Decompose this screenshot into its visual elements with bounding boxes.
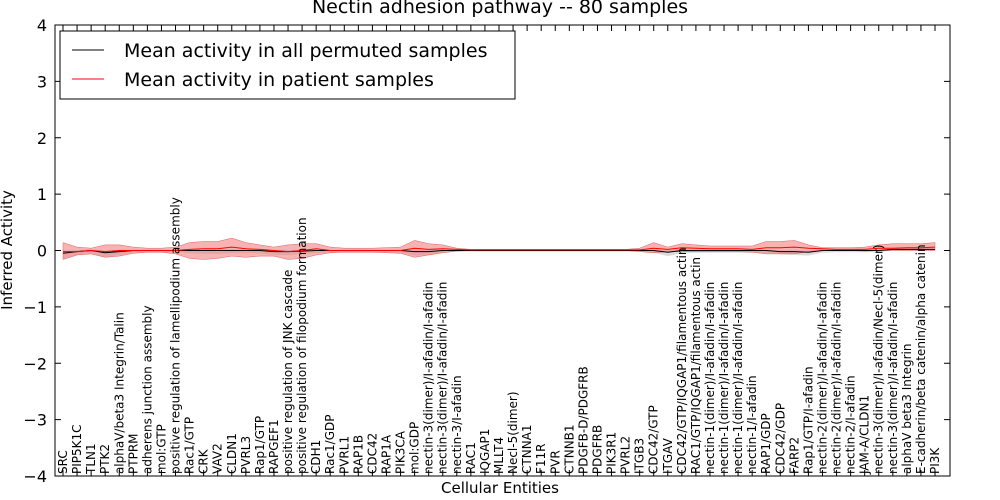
y-tick-label: −3 <box>23 411 47 430</box>
x-axis: SRC PIP5K1C TLN1 PTK2 alphaV/beta3 Integrin/… <box>56 25 942 476</box>
x-tick-label: PIK3CA <box>394 430 408 474</box>
x-tick-label: PVR <box>548 450 562 474</box>
x-tick-label: PI3K <box>928 447 942 474</box>
x-tick-label: nectin-1(dimer)/I-afadin/I-afadin <box>717 282 731 474</box>
x-axis-label: Cellular Entities <box>441 479 559 497</box>
y-tick-label: 4 <box>37 16 47 35</box>
x-tick-label: PVRL3 <box>239 436 253 474</box>
y-tick-label: 0 <box>37 242 47 261</box>
x-tick-label: CLDN1 <box>225 433 239 474</box>
x-tick-label: nectin-2(dimer)/I-afadin/I-afadin <box>830 282 844 474</box>
x-tick-label: nectin-2/I-afadin <box>844 375 858 474</box>
x-tick-label: nectin-1(dimer)/I-afadin/I-afadin <box>731 282 745 474</box>
x-tick-label: nectin-3(dimer)/I-afadin/I-afadin <box>886 282 900 474</box>
x-tick-label: positive regulation of JNK cascade <box>281 270 295 474</box>
x-tick-label: PDGFB-D/PDGFRB <box>576 366 590 474</box>
x-tick-label: nectin-1/I-afadin <box>745 375 759 474</box>
y-tick-label: 3 <box>37 72 47 91</box>
x-tick-label: CDC42/GDP <box>773 403 787 474</box>
x-tick-label: PVRL1 <box>337 436 351 474</box>
x-tick-label: CTNNA1 <box>520 424 534 474</box>
x-tick-label: E-cadherin/beta catenin/alpha catenin <box>914 244 928 474</box>
x-tick-label: nectin-3(dimer)/I-afadin/I-afadin <box>422 282 436 474</box>
y-tick-label: −1 <box>23 298 47 317</box>
x-tick-label: mol:GTP <box>155 424 169 474</box>
legend-label-patient: Mean activity in patient samples <box>124 69 434 91</box>
x-tick-label: VAV2 <box>211 443 225 474</box>
x-tick-label: ITGAV <box>661 437 675 474</box>
x-tick-label: RAPGEF1 <box>267 419 281 474</box>
x-tick-label: alphaV beta3 Integrin <box>900 343 914 474</box>
y-axis-label: Inferred Activity <box>0 190 16 310</box>
x-tick-label: mol:GDP <box>408 422 422 474</box>
x-tick-label: Rap1/GTP <box>253 416 267 474</box>
y-tick-label: 1 <box>37 185 47 204</box>
series-line-permuted <box>62 248 935 254</box>
x-tick-label: Rac1/GDP <box>323 414 337 473</box>
x-tick-label: PIP5K1C <box>70 425 84 475</box>
x-tick-label: CDC42/GTP/IQGAP1/filamentous actin <box>675 248 689 474</box>
x-tick-label: PTPRM <box>126 433 140 474</box>
x-tick-label: TLN1 <box>84 443 98 475</box>
x-tick-label: alphaV/beta3 Integrin/Talin <box>112 312 126 474</box>
x-tick-label: CRK <box>197 448 211 474</box>
y-axis: −4 −3 −2 −1 0 1 2 3 4 <box>23 16 950 486</box>
x-tick-label: adherens junction assembly <box>140 305 154 474</box>
x-tick-label: FARP2 <box>787 437 801 474</box>
x-tick-label: MLLT4 <box>492 437 506 474</box>
x-tick-label: Rac1/GTP <box>183 417 197 474</box>
x-tick-label: PIK3R1 <box>605 432 619 474</box>
x-tick-label: RAC1/GTP/IQGAP1/filamentous actin <box>689 257 703 474</box>
x-tick-label: Necl-5(dimer) <box>506 391 520 474</box>
x-tick-label: CDC42/GTP <box>647 405 661 474</box>
series-lines <box>62 246 936 254</box>
x-tick-label: positive regulation of filopodium format… <box>295 217 309 474</box>
x-tick-label: positive regulation of lamellipodium ass… <box>169 197 183 474</box>
x-tick-label: IQGAP1 <box>478 429 492 474</box>
x-tick-label: JAM-A/CLDN1 <box>858 395 872 475</box>
x-tick-label: nectin-3(dimer)/I-afadin/Necl-5(dimer) <box>872 244 886 474</box>
x-tick-label: RAP1B <box>351 435 365 474</box>
x-tick-label: RAP1A <box>380 434 394 474</box>
x-tick-label: RAP1/GDP <box>759 413 773 474</box>
x-tick-label: CTNNB1 <box>562 424 576 474</box>
y-tick-label: −2 <box>23 354 47 373</box>
x-tick-label: nectin-3/I-afadin <box>450 375 464 474</box>
x-tick-label: ITGB3 <box>633 438 647 474</box>
x-tick-label: CDH1 <box>309 440 323 474</box>
x-tick-label: Rap1/GTP/I-afadin <box>801 366 815 474</box>
x-tick-label: nectin-1(dimer)/I-afadin/I-afadin <box>703 282 717 474</box>
x-tick-label: PDGFRB <box>591 425 605 474</box>
legend-label-permuted: Mean activity in all permuted samples <box>124 40 487 62</box>
legend: Mean activity in all permuted samples Me… <box>59 30 516 100</box>
y-tick-label: 2 <box>37 129 47 148</box>
x-tick-label: F11R <box>534 443 548 474</box>
x-tick-label: SRC <box>56 450 70 474</box>
x-tick-label: CDC42 <box>365 433 379 474</box>
legend-box <box>59 30 516 100</box>
patient-band <box>62 237 936 260</box>
x-tick-label: PVRL2 <box>619 436 633 474</box>
series-line-patient <box>63 246 936 253</box>
chart-title: Nectin adhesion pathway -- 80 samples <box>312 0 688 18</box>
x-tick-label: PTK2 <box>98 444 112 474</box>
y-tick-label: −4 <box>23 467 47 486</box>
x-tick-label: nectin-3(dimer)/I-afadin/I-afadin <box>436 282 450 474</box>
x-tick-label: nectin-2(dimer)/I-afadin/I-afadin <box>816 282 830 474</box>
x-tick-label: RAC1 <box>464 442 478 474</box>
